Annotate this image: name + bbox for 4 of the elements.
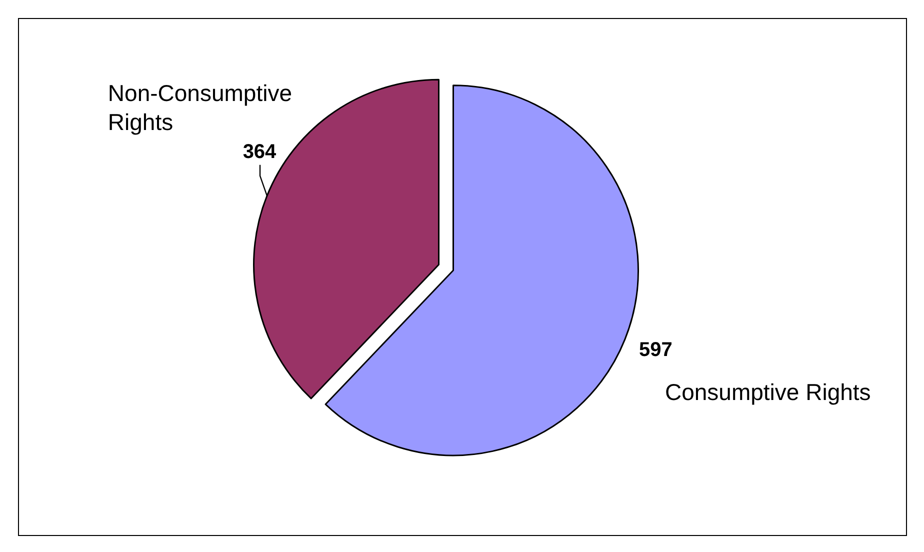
slice-label: Consumptive Rights: [664, 379, 871, 406]
data-label: 597: [638, 339, 672, 362]
data-label: 364: [242, 140, 278, 163]
slice-label: Non-Consumptive Rights: [108, 80, 292, 135]
